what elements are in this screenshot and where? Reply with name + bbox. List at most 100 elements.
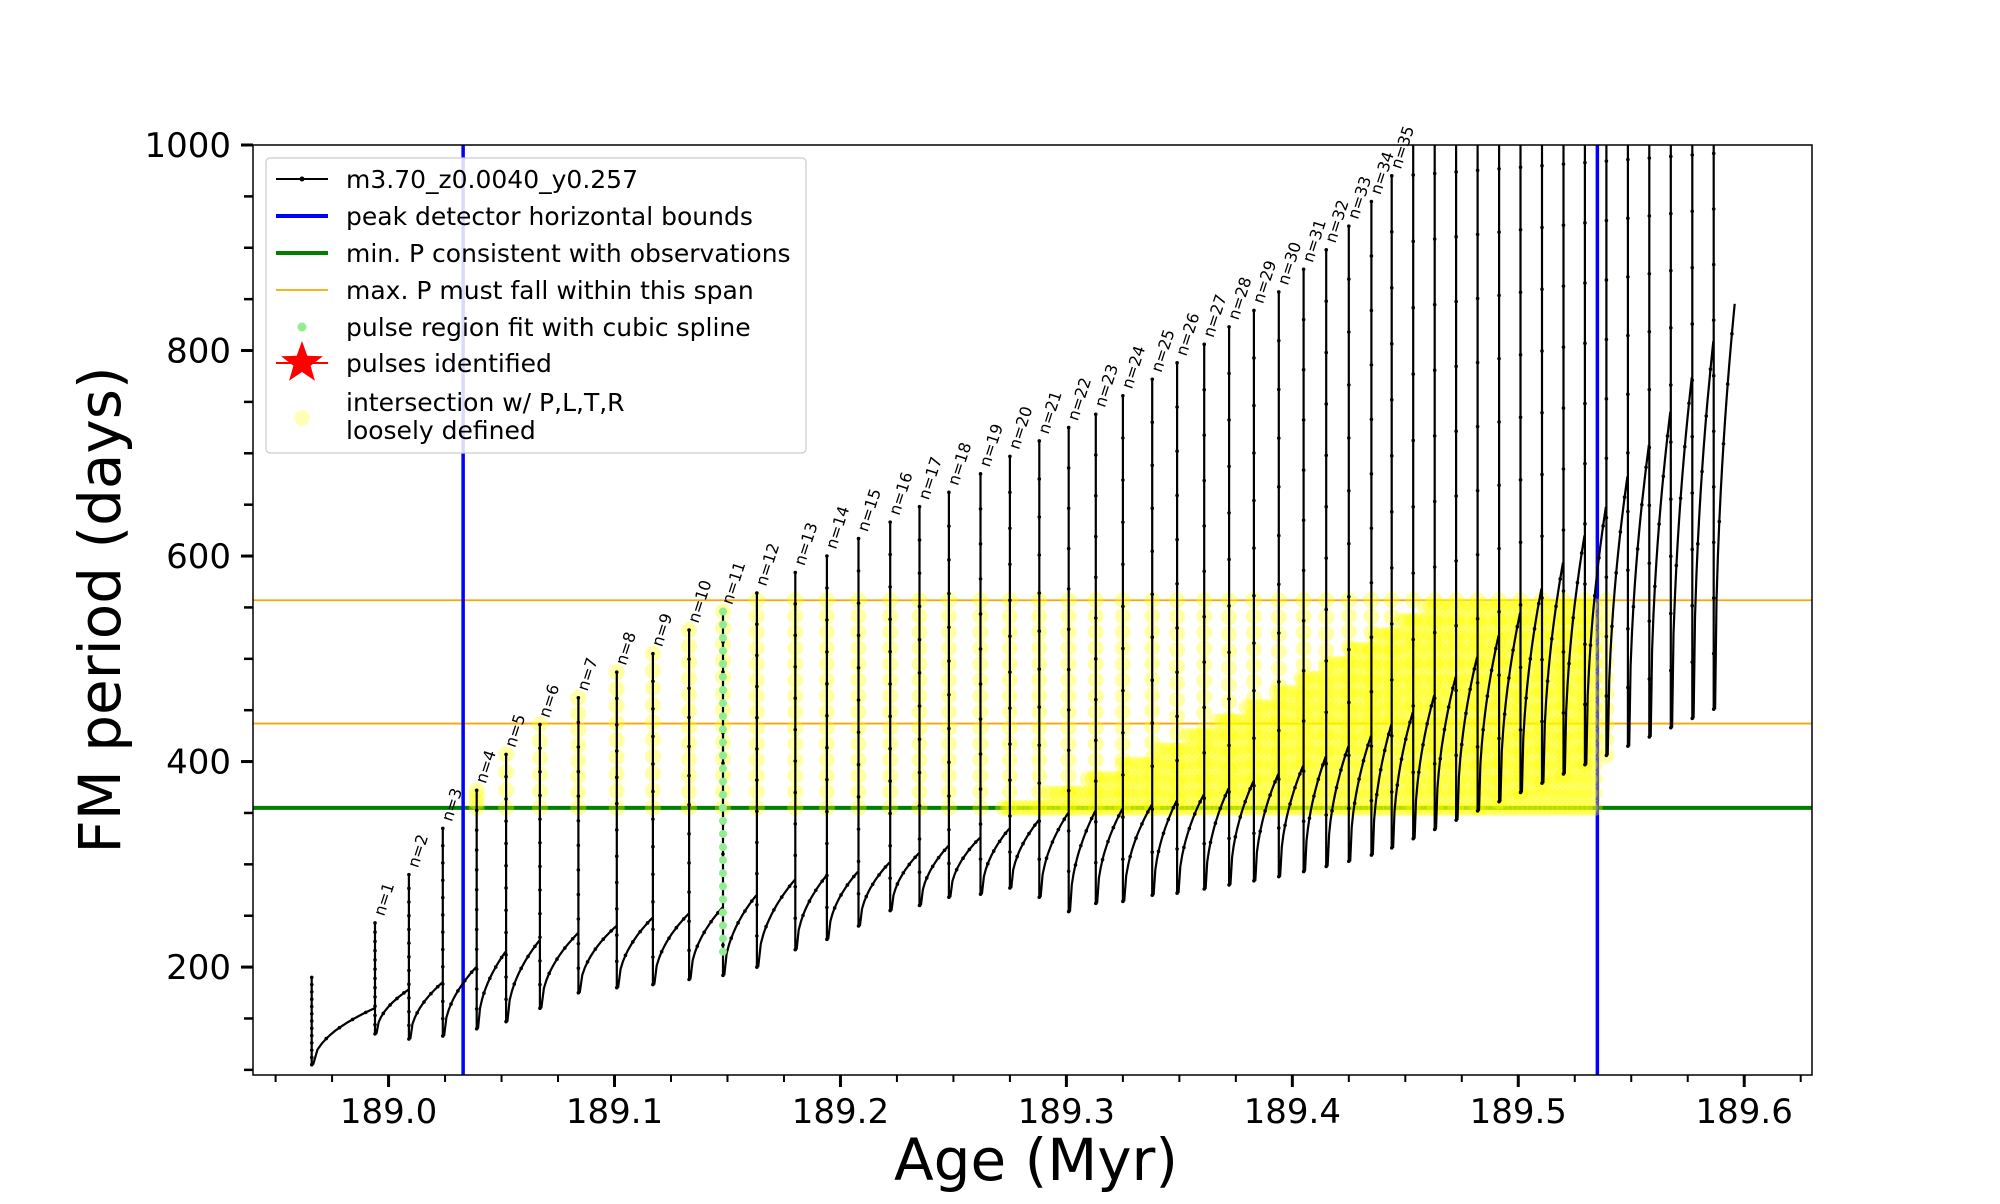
intersection-marker	[1278, 699, 1295, 716]
intersection-marker	[1243, 771, 1260, 788]
period-track-point	[1700, 469, 1704, 474]
period-track-point	[793, 602, 798, 606]
period-track-point	[1175, 758, 1179, 763]
period-track-point	[1626, 568, 1630, 572]
pulse-label: n=18	[944, 440, 976, 488]
period-track-point	[1347, 753, 1351, 758]
intersection-marker	[1531, 655, 1548, 672]
spline-point	[718, 751, 727, 760]
period-track-point	[1389, 790, 1394, 794]
intersection-marker	[1357, 713, 1374, 730]
period-track-point	[645, 921, 650, 925]
period-track-point	[474, 987, 479, 991]
intersection-marker	[1293, 699, 1310, 716]
period-track-point	[1037, 819, 1042, 823]
intersection-marker	[1482, 742, 1499, 759]
period-track-point	[1497, 673, 1501, 677]
intersection-marker	[1333, 727, 1350, 744]
intersection-marker	[1377, 713, 1394, 730]
intersection-marker	[1193, 799, 1210, 816]
intersection-marker	[1586, 699, 1603, 716]
intersection-marker	[1571, 742, 1588, 759]
intersection-marker	[1462, 756, 1479, 773]
intersection-marker	[1238, 727, 1255, 744]
period-track-point	[1252, 498, 1256, 503]
intersection-marker	[1188, 742, 1205, 759]
intersection-marker	[1586, 670, 1603, 687]
period-track-point	[1008, 670, 1012, 674]
intersection-marker	[1208, 756, 1225, 773]
period-track-point	[1411, 239, 1416, 244]
period-track-point	[1454, 818, 1458, 822]
intersection-marker	[1566, 699, 1583, 716]
period-track-point	[1604, 753, 1609, 758]
spline-point	[718, 882, 727, 891]
intersection-marker	[1298, 785, 1315, 802]
period-track-point	[687, 686, 691, 691]
period-track-point	[1622, 495, 1627, 500]
intersection-marker	[1566, 785, 1583, 802]
period-track-point	[1711, 429, 1716, 434]
intersection-marker	[1179, 742, 1196, 759]
intersection-marker	[1586, 627, 1603, 644]
intersection-marker	[1437, 799, 1454, 816]
period-track-point	[1301, 618, 1306, 623]
period-track-point	[1150, 549, 1155, 554]
intersection-marker	[1526, 771, 1543, 788]
intersection-marker	[1343, 699, 1360, 716]
period-track-point	[533, 944, 537, 949]
intersection-marker	[1546, 756, 1563, 773]
period-track-point	[373, 1022, 377, 1027]
period-track-point	[504, 975, 508, 979]
period-track-point	[651, 679, 655, 684]
period-track-point	[1066, 466, 1071, 470]
period-track-point	[1084, 829, 1089, 833]
intersection-marker	[1089, 771, 1106, 788]
intersection-marker	[1566, 655, 1583, 672]
intersection-marker	[1377, 771, 1394, 788]
period-track-point	[856, 601, 861, 605]
period-track-point	[825, 618, 829, 622]
period-track-point	[1301, 418, 1306, 422]
legend-label: loosely defined	[346, 416, 536, 445]
intersection-marker	[1303, 713, 1320, 730]
period-track-point	[807, 899, 812, 903]
period-track-point	[1497, 609, 1501, 614]
period-track-point	[1066, 506, 1071, 511]
intersection-marker	[1278, 713, 1295, 730]
period-track-point	[350, 1017, 355, 1022]
period-track-point	[978, 542, 983, 546]
period-track-point	[1653, 584, 1657, 589]
intersection-marker	[1258, 727, 1275, 744]
spline-point	[718, 777, 727, 786]
intersection-marker	[1556, 799, 1573, 816]
period-track-point	[576, 966, 581, 971]
intersection-marker	[1437, 612, 1454, 629]
intersection-marker	[1308, 684, 1325, 701]
intersection-marker	[1442, 785, 1459, 802]
period-track-point	[1008, 814, 1012, 818]
intersection-marker	[1467, 727, 1484, 744]
intersection-marker	[1497, 627, 1514, 644]
intersection-marker	[1507, 742, 1524, 759]
period-track-point	[1093, 697, 1098, 702]
period-track-point	[1121, 688, 1125, 693]
spline-point	[718, 934, 727, 943]
period-track-point	[917, 803, 922, 808]
intersection-marker	[1392, 799, 1409, 816]
period-track-point	[1369, 526, 1374, 531]
intersection-marker	[1044, 799, 1061, 816]
intersection-marker	[1203, 727, 1220, 744]
period-track-point	[1475, 616, 1480, 621]
legend-swatch-dot	[297, 322, 307, 332]
period-track-point	[614, 670, 619, 674]
intersection-marker	[1412, 627, 1429, 644]
intersection-marker	[1129, 785, 1146, 802]
period-track-point	[1015, 854, 1019, 859]
period-track-point	[1227, 325, 1231, 329]
intersection-marker	[1417, 785, 1434, 802]
intersection-marker	[1412, 655, 1429, 672]
period-track-point	[888, 552, 892, 557]
legend-label: intersection w/ P,L,T,R	[346, 388, 625, 417]
period-track-point	[755, 653, 759, 658]
